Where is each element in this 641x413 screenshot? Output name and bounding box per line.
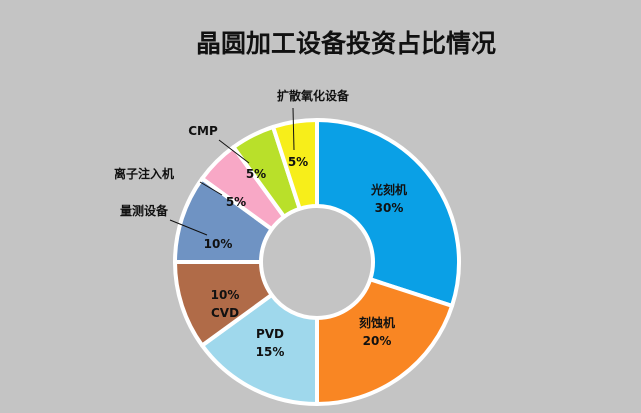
slice-1	[315, 118, 461, 308]
slices-group	[173, 118, 461, 406]
slice-name-label: 刻蚀机	[359, 315, 395, 330]
slice-8	[271, 118, 319, 211]
slice-value-label: 20%	[363, 334, 392, 348]
leader-line	[218, 139, 250, 164]
slice-name-label: CMP	[188, 124, 218, 138]
slice-value-label: 10%	[204, 237, 233, 251]
slice-name-label: PVD	[256, 327, 284, 341]
outer-labels-group: 量测设备 离子注入机 CMP 扩散氧化设备	[114, 88, 350, 236]
slice-value-label: 5%	[246, 167, 266, 181]
chart-title: 晶圆加工设备投资占比情况	[196, 29, 496, 58]
slice-value-label: 15%	[256, 345, 285, 359]
slice-value-label: 5%	[226, 195, 246, 209]
leader-line	[292, 107, 295, 151]
slice-name-label: CVD	[211, 306, 239, 320]
slice-value-label: 5%	[288, 155, 308, 169]
slice-3	[200, 292, 319, 406]
slice-name-label: 量测设备	[120, 203, 169, 218]
slice-name-label: 离子注入机	[114, 166, 174, 181]
leader-line	[169, 219, 208, 236]
slice-value-label: 30%	[375, 201, 404, 215]
slice-name-label: 光刻机	[370, 182, 407, 197]
slice-value-label: 10%	[211, 288, 240, 302]
slice-2	[315, 277, 455, 406]
leader-line	[199, 181, 223, 196]
slice-name-label: 扩散氧化设备	[277, 88, 350, 103]
